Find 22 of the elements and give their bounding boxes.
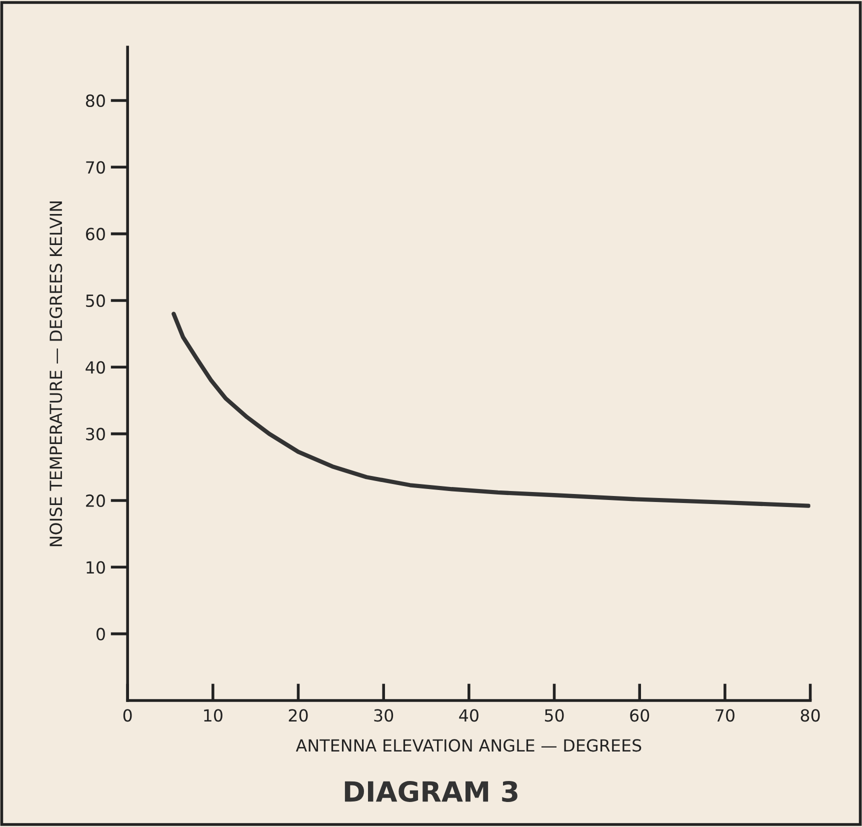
x-tick-label: 30	[374, 709, 394, 722]
y-tick-label: 20	[86, 494, 105, 508]
y-tick-label: 60	[86, 228, 105, 240]
y-tick-label: 40	[86, 361, 105, 374]
y-axis-title: NOISE TEMPERATURE — DEGREES KELVIN	[50, 202, 62, 546]
x-tick-label: 70	[716, 709, 734, 722]
y-tick-label: 50	[86, 294, 105, 308]
text: DIAGRAM 3	[344, 780, 518, 802]
line-series	[172, 312, 810, 508]
x-tick-label: 10	[204, 709, 222, 722]
y-tick-label: 80	[86, 94, 105, 108]
x-tick-label: 50	[544, 709, 564, 722]
x-tick-label: 80	[800, 709, 820, 722]
y-tick-label: 0	[96, 628, 105, 640]
x-tick-label: 20	[288, 709, 308, 722]
y-tick-label: 70	[86, 161, 105, 174]
x-tick-label: 60	[630, 709, 650, 722]
x-tick-label: 40	[459, 709, 478, 722]
x-axis-title: ANTENNA ELEVATION ANGLE — DEGREES	[296, 739, 642, 752]
y-tick-label: 10	[86, 561, 105, 574]
x-tick-label: 0	[123, 709, 132, 722]
y-tick-label: 30	[86, 428, 105, 440]
